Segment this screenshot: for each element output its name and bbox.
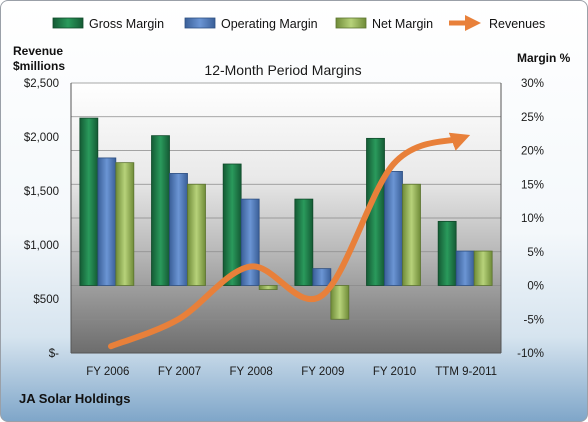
- bar-gross-margin: [294, 198, 314, 286]
- left-tick-label: $-: [49, 348, 59, 360]
- bar-net-margin: [402, 183, 421, 286]
- bar-series: [79, 117, 493, 320]
- left-axis-label-line1: Revenue: [13, 44, 63, 58]
- bar-operating-margin: [455, 250, 475, 286]
- right-tick-label: -10%: [517, 348, 544, 360]
- bar-net-margin: [187, 183, 206, 286]
- right-tick-label: 5%: [527, 247, 544, 259]
- x-tick-label: TTM 9-2011: [435, 366, 497, 378]
- bar-operating-margin: [384, 171, 403, 286]
- x-tick-label: FY 2010: [373, 366, 416, 378]
- right-tick-label: 25%: [521, 112, 544, 124]
- left-tick-label: $1,000: [24, 240, 59, 252]
- left-axis-label-line2: $millions: [13, 59, 65, 73]
- right-tick-label: -5%: [524, 314, 544, 326]
- legend: Gross Margin Operating Margin Net Margin Re…: [52, 14, 545, 32]
- bar-net-margin: [258, 285, 278, 290]
- left-tick-label: $2,000: [24, 132, 59, 144]
- left-tick-label: $2,500: [24, 78, 59, 90]
- legend-label: Revenues: [489, 17, 545, 31]
- legend-label: Gross Margin: [89, 17, 164, 31]
- right-tick-label: 10%: [521, 213, 544, 225]
- legend-swatch-gross-margin: [52, 17, 84, 29]
- legend-swatch-net-margin: [335, 17, 367, 29]
- right-tick-label: 15%: [521, 179, 544, 191]
- right-axis-label: Margin %: [517, 51, 571, 65]
- x-tick-label: FY 2008: [230, 366, 273, 378]
- bar-operating-margin: [97, 157, 117, 286]
- bar-operating-margin: [312, 268, 332, 286]
- company-name: JA Solar Holdings: [19, 391, 130, 406]
- bar-gross-margin: [79, 117, 99, 286]
- bar-operating-margin: [169, 173, 188, 286]
- revenue-line: [108, 132, 471, 350]
- bar-net-margin: [330, 285, 350, 320]
- x-tick-label: FY 2006: [86, 366, 129, 378]
- x-tick-label: FY 2009: [301, 366, 344, 378]
- bar-operating-margin: [240, 198, 260, 286]
- legend-swatch-operating-margin: [184, 17, 216, 29]
- chart-title: 12-Month Period Margins: [204, 62, 361, 78]
- right-tick-label: 20%: [521, 146, 544, 158]
- right-tick-label: 30%: [521, 78, 544, 90]
- bar-gross-margin: [437, 220, 457, 286]
- legend-label: Operating Margin: [221, 17, 318, 31]
- right-tick-label: 0%: [527, 281, 544, 293]
- revenue-line-path: [108, 132, 471, 350]
- x-tick-label: FY 2007: [158, 366, 201, 378]
- bar-net-margin: [115, 162, 135, 286]
- axes: $2,500 $2,000 $1,500 $1,000 $500 $- 30% 25% 20% 1…: [24, 78, 544, 378]
- bar-gross-margin: [222, 163, 242, 286]
- legend-label: Net Margin: [372, 17, 433, 31]
- bar-net-margin: [473, 250, 493, 286]
- left-tick-label: $500: [33, 294, 59, 306]
- bar-gross-margin: [151, 135, 170, 286]
- left-tick-label: $1,500: [24, 186, 59, 198]
